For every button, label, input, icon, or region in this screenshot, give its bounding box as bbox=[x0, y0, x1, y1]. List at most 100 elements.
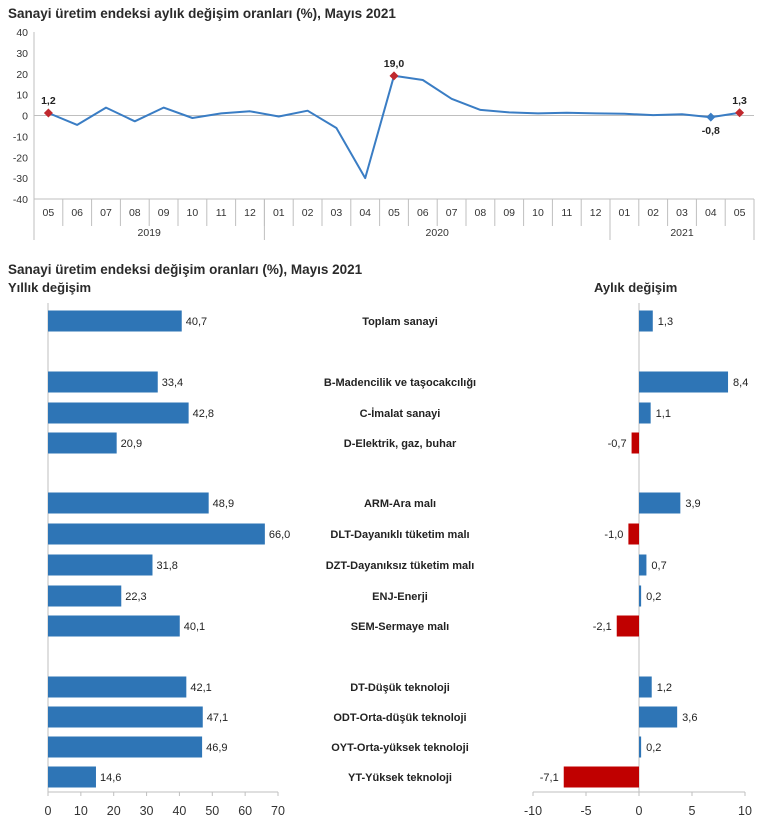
annual-bar bbox=[48, 432, 117, 454]
monthly-value-label: -1,0 bbox=[604, 529, 623, 541]
annual-x-tick-label: 20 bbox=[107, 804, 121, 818]
monthly-value-label: 3,6 bbox=[682, 712, 697, 724]
monthly-bar bbox=[639, 585, 642, 607]
month-label: 05 bbox=[43, 207, 55, 219]
monthly-value-label: -2,1 bbox=[593, 621, 612, 633]
y-tick-label: -20 bbox=[13, 152, 28, 164]
annual-value-label: 47,1 bbox=[207, 712, 228, 724]
monthly-value-label: 0,7 bbox=[651, 560, 666, 572]
annual-bar bbox=[48, 310, 182, 332]
annual-value-label: 48,9 bbox=[213, 498, 234, 510]
annual-bar bbox=[48, 676, 187, 698]
month-label: 10 bbox=[187, 207, 199, 219]
annual-bar bbox=[48, 585, 122, 607]
annual-value-label: 46,9 bbox=[206, 742, 227, 754]
annual-bar bbox=[48, 706, 203, 728]
monthly-bar bbox=[639, 402, 651, 424]
annual-bar bbox=[48, 402, 189, 424]
y-tick-label: 40 bbox=[16, 27, 28, 39]
monthly-bar bbox=[639, 371, 729, 393]
month-label: 07 bbox=[446, 207, 458, 219]
monthly-value-label: 3,9 bbox=[685, 498, 700, 510]
monthly-bar bbox=[639, 736, 642, 758]
monthly-bar bbox=[639, 492, 681, 514]
monthly-bar bbox=[563, 766, 639, 788]
annual-bar bbox=[48, 766, 96, 788]
monthly-bar bbox=[639, 706, 678, 728]
month-label: 04 bbox=[359, 207, 371, 219]
bar-charts-title: Sanayi üretim endeksi değişim oranları (… bbox=[8, 262, 363, 277]
monthly-value-label: 1,1 bbox=[656, 408, 671, 420]
category-label: YT-Yüksek teknoloji bbox=[348, 772, 452, 784]
point-value-label: 1,2 bbox=[41, 95, 56, 107]
line-chart-title: Sanayi üretim endeksi aylık değişim oran… bbox=[8, 6, 396, 21]
y-tick-label: -40 bbox=[13, 194, 28, 206]
y-tick-label: -30 bbox=[13, 173, 28, 185]
month-label: 01 bbox=[619, 207, 631, 219]
monthly-value-label: -7,1 bbox=[540, 772, 559, 784]
annual-bar bbox=[48, 615, 180, 637]
monthly-value-label: 1,3 bbox=[658, 316, 673, 328]
monthly-bar bbox=[639, 676, 652, 698]
annual-bar bbox=[48, 736, 203, 758]
monthly-bar bbox=[639, 554, 647, 576]
monthly-bar bbox=[628, 523, 639, 545]
monthly-x-tick-label: 0 bbox=[636, 804, 643, 818]
month-label: 05 bbox=[734, 207, 746, 219]
month-label: 02 bbox=[647, 207, 659, 219]
month-label: 08 bbox=[475, 207, 487, 219]
annual-x-tick-label: 30 bbox=[140, 804, 154, 818]
month-label: 07 bbox=[100, 207, 112, 219]
month-label: 11 bbox=[561, 207, 572, 219]
annual-bar bbox=[48, 371, 158, 393]
category-label: OYT-Orta-yüksek teknoloji bbox=[331, 742, 469, 754]
monthly-value-label: 1,2 bbox=[657, 682, 672, 694]
annual-x-tick-label: 70 bbox=[271, 804, 285, 818]
monthly-x-tick-label: -5 bbox=[580, 804, 591, 818]
month-label: 11 bbox=[216, 207, 227, 219]
monthly-x-tick-label: -10 bbox=[524, 804, 542, 818]
monthly-value-label: 8,4 bbox=[733, 377, 748, 389]
month-label: 12 bbox=[590, 207, 602, 219]
month-label: 12 bbox=[244, 207, 256, 219]
year-label: 2021 bbox=[670, 227, 694, 239]
annual-value-label: 20,9 bbox=[121, 438, 142, 450]
point-value-label: 1,3 bbox=[732, 95, 747, 107]
point-value-label: 19,0 bbox=[384, 58, 405, 70]
annual-bar bbox=[48, 523, 265, 545]
y-tick-label: 20 bbox=[16, 69, 28, 81]
annual-value-label: 40,1 bbox=[184, 621, 205, 633]
category-label: SEM-Sermaye malı bbox=[351, 621, 449, 633]
highlight-marker bbox=[706, 112, 716, 122]
month-label: 02 bbox=[302, 207, 314, 219]
category-label: ARM-Ara malı bbox=[364, 498, 436, 510]
monthly-bar bbox=[616, 615, 639, 637]
category-label: DLT-Dayanıklı tüketim malı bbox=[330, 529, 469, 541]
highlight-marker bbox=[735, 108, 745, 118]
y-tick-label: 10 bbox=[16, 90, 28, 102]
month-label: 03 bbox=[676, 207, 688, 219]
category-label: ENJ-Enerji bbox=[372, 591, 428, 603]
monthly-value-label: -0,7 bbox=[608, 438, 627, 450]
monthly-bar bbox=[631, 432, 639, 454]
year-label: 2019 bbox=[138, 227, 162, 239]
category-label: DZT-Dayanıksız tüketim malı bbox=[326, 560, 475, 572]
monthly-change-series-line bbox=[48, 74, 740, 180]
month-label: 06 bbox=[417, 207, 429, 219]
annual-value-label: 66,0 bbox=[269, 529, 290, 541]
annual-value-label: 22,3 bbox=[125, 591, 146, 603]
month-label: 03 bbox=[331, 207, 343, 219]
category-label: B-Madencilik ve taşocakcılığı bbox=[324, 377, 476, 389]
monthly-bar bbox=[639, 310, 653, 332]
year-label: 2020 bbox=[426, 227, 450, 239]
monthly-change-subtitle: Aylık değişim bbox=[594, 280, 678, 295]
month-label: 09 bbox=[503, 207, 515, 219]
y-tick-label: 0 bbox=[22, 111, 28, 123]
category-label: C-İmalat sanayi bbox=[360, 407, 441, 420]
category-label: DT-Düşük teknoloji bbox=[350, 682, 450, 694]
highlight-marker bbox=[43, 108, 53, 118]
annual-x-tick-label: 0 bbox=[45, 804, 52, 818]
annual-change-subtitle: Yıllık değişim bbox=[8, 280, 92, 295]
